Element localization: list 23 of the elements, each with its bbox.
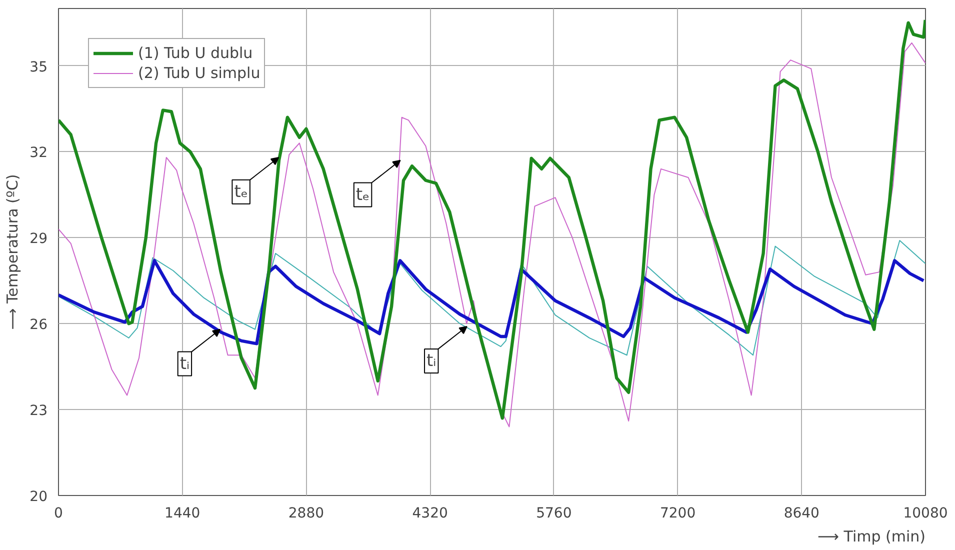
y-tick-label: 32 — [30, 145, 48, 162]
x-tick-label: 7200 — [660, 506, 696, 522]
annotation: tᵢ — [180, 354, 190, 374]
x-tick-label: 2880 — [288, 506, 324, 522]
legend-label: (2) Tub U simplu — [138, 64, 260, 82]
y-tick-label: 35 — [30, 59, 48, 76]
x-tick-label: 4320 — [412, 506, 448, 522]
annotation: tₑ — [356, 184, 370, 205]
y-tick-label: 23 — [30, 403, 48, 420]
y-tick-label: 29 — [30, 231, 48, 248]
y-tick-label: 26 — [30, 317, 48, 334]
x-tick-label: 0 — [54, 506, 63, 522]
x-tick-label: 10080 — [903, 506, 948, 522]
legend-label: (1) Tub U dublu — [138, 44, 253, 62]
line-series — [58, 258, 926, 346]
y-tick-label: 20 — [30, 489, 48, 505]
x-tick-label: 1440 — [164, 506, 200, 522]
x-tick-label: 5760 — [536, 506, 572, 522]
y-axis-title: ⟶ Temperatura (ºC) — [4, 174, 22, 330]
annotation: tₑ — [234, 182, 248, 202]
annotation: tᵢ — [426, 350, 436, 371]
x-axis-title: ⟶ Timp (min) — [817, 528, 926, 546]
x-tick-label: 8640 — [784, 506, 820, 522]
